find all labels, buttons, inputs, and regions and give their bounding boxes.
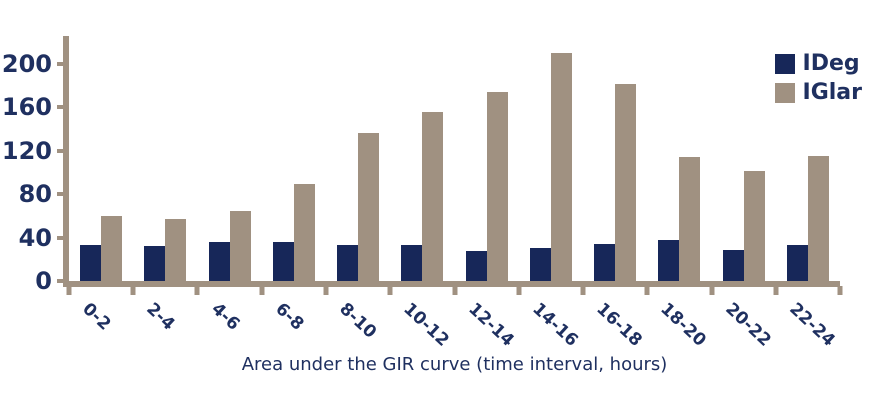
plot-area: 0 40 80 120 160 200 0-2 2-4 4-6 6-8 8-10 10-12 12-14… [2,36,843,351]
category-group [262,38,326,281]
x-tick-mark [516,286,522,295]
ideg-bar [272,241,294,281]
y-axis-line [63,36,69,287]
iglar-bar [807,156,829,281]
category-group [519,38,583,281]
y-tick-label: 40 [18,223,52,252]
x-tick-mark [580,286,586,295]
category-group [133,38,197,281]
x-tick-mark [66,286,72,295]
x-tick-label: 22-24 [785,299,839,351]
iglar-swatch-icon [774,83,795,103]
x-tick-label: 12-14 [463,299,518,351]
x-tick-label: 4-6 [206,299,244,335]
legend-label-ideg: IDeg [802,51,860,76]
x-tick-mark [644,286,650,295]
y-tick-label: 160 [1,93,52,122]
x-tick-mark [709,286,714,295]
legend-item-ideg: IDeg [774,51,862,76]
x-axis-title: Area under the GIR curve (time interval,… [241,354,668,375]
category-group [712,38,776,281]
iglar-bar [293,184,315,281]
bars-container [69,38,840,281]
y-tick-mark [57,235,64,240]
ideg-bar [401,245,423,281]
x-tick-mark [837,286,843,295]
x-tick-label: 6-8 [271,299,308,335]
x-tick-mark [323,286,329,295]
ideg-bar [594,244,616,281]
x-tick-label: 0-2 [78,299,115,335]
ideg-bar [529,248,551,281]
iglar-bar [679,157,701,281]
x-tick-label: 10-12 [399,299,454,351]
y-tick-mark [57,192,64,197]
category-group [776,38,840,281]
x-tick-mark [452,286,457,295]
ideg-swatch-icon [774,54,795,74]
ideg-bar [80,245,102,281]
y-tick-label: 0 [35,267,52,295]
x-tick-label: 18-20 [656,299,711,351]
y-tick-mark [57,105,64,110]
x-tick-mark [194,286,200,295]
iglar-bar [229,210,251,281]
x-tick-mark [387,286,393,295]
iglar-bar [358,133,380,281]
iglar-bar [615,83,637,281]
ideg-bar [786,245,808,281]
category-group [583,38,647,281]
category-group [326,38,390,281]
y-tick-label: 120 [1,136,52,165]
ideg-bar [144,246,166,281]
x-tick-label: 20-22 [720,299,775,351]
ideg-bar [337,245,359,281]
x-tick-label: 16-18 [592,299,646,351]
y-tick-label: 80 [18,180,52,209]
category-group [198,38,262,281]
x-axis-line [63,281,840,287]
ideg-bar [658,239,680,281]
x-tick-label: 2-4 [142,299,179,335]
category-group [455,38,519,281]
iglar-bar [165,219,187,281]
y-tick-mark [57,148,64,153]
iglar-bar [101,215,123,281]
category-group [647,38,711,281]
iglar-bar [743,171,765,281]
iglar-bar [550,53,572,281]
y-tick-mark [57,62,64,67]
x-tick-mark [130,286,136,295]
legend-item-iglar: IGlar [774,80,862,105]
category-group [390,38,454,281]
iglar-bar [422,111,444,281]
ideg-bar [465,250,487,281]
ideg-bar [722,249,744,281]
category-group [69,38,133,281]
y-tick-mark [57,279,64,283]
x-tick-label: 8-10 [335,299,381,343]
iglar-bar [486,92,508,281]
y-tick-label: 200 [1,50,52,79]
x-tick-mark [773,286,779,295]
legend-label-iglar: IGlar [802,80,862,105]
x-tick-label: 14-16 [528,299,582,351]
x-tick-mark [259,286,265,295]
ideg-bar [208,241,230,281]
legend: IDeg IGlar [774,51,862,105]
